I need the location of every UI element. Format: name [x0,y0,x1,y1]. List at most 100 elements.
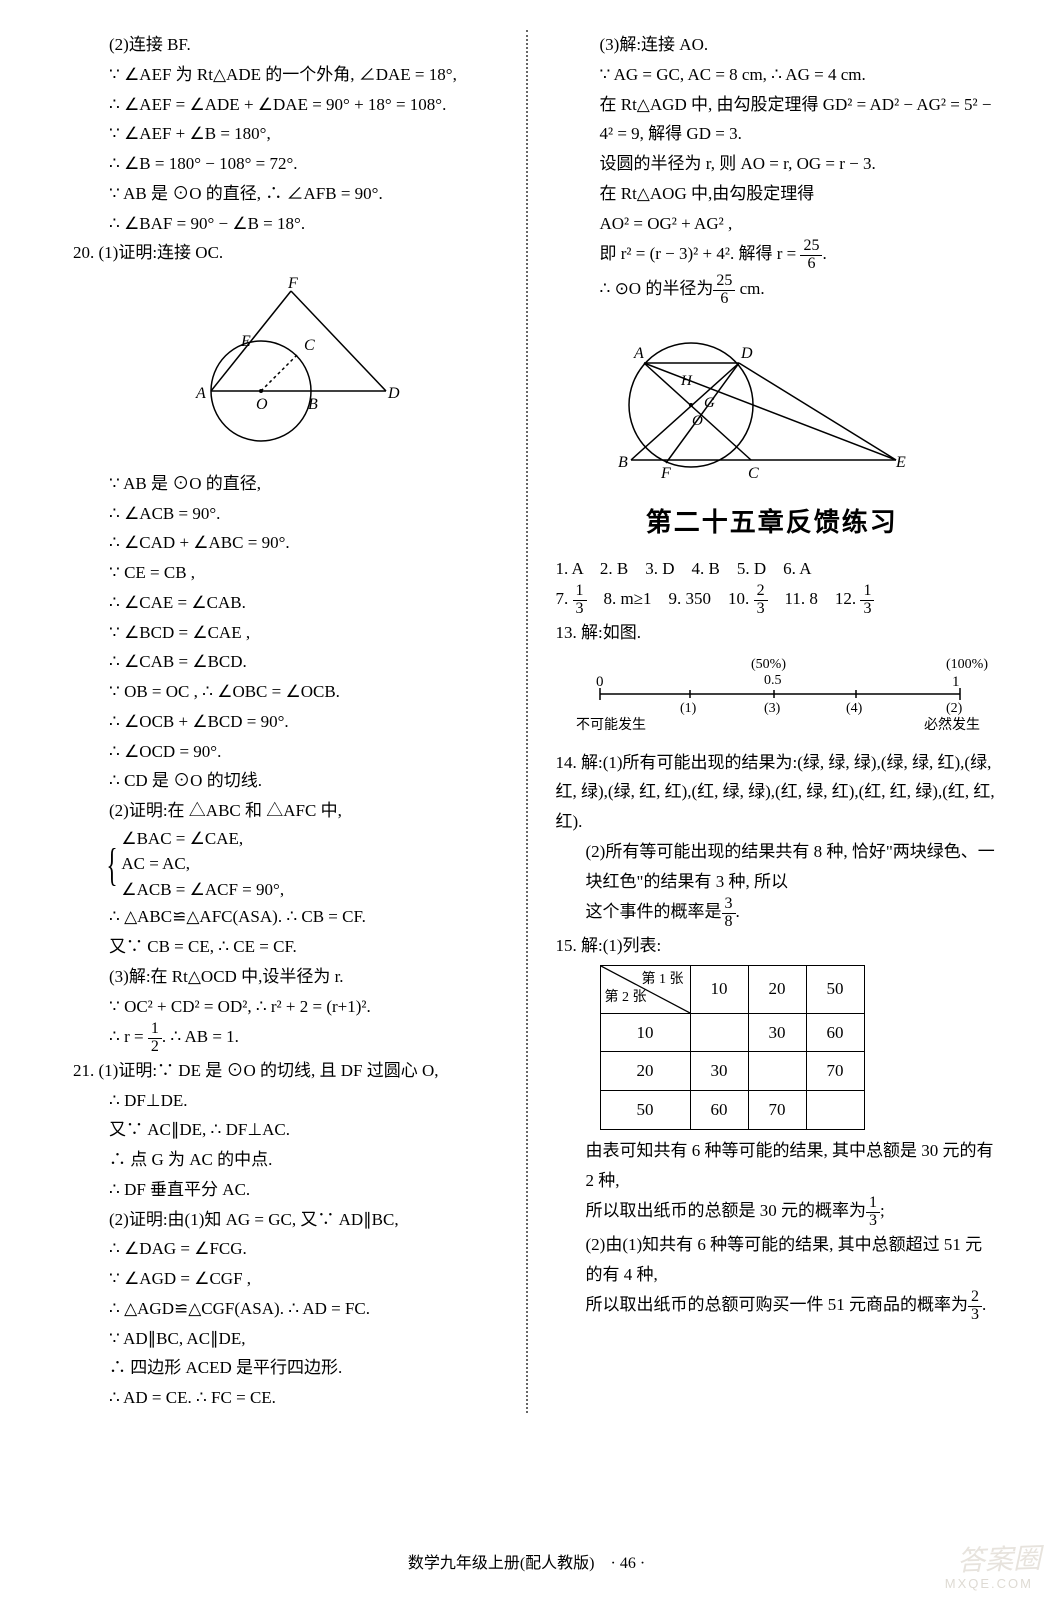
cell: 60 [690,1091,748,1130]
text-line: ∴ ∠AEF = ∠ADE + ∠DAE = 90° + 18° = 108°. [55,90,508,120]
brace-line: AC = AC, [121,851,284,877]
text-line: ∴ 四边形 ACED 是平行四边形. [55,1353,508,1383]
svg-text:F: F [660,465,671,480]
text-line: ∴ DF⊥DE. [55,1086,508,1116]
svg-text:O: O [256,396,268,413]
text-line: ∵ ∠AEF 为 Rt△ADE 的一个外角, ∠DAE = 18°, [55,60,508,90]
text-line: ∵ AB 是 ⊙O 的直径, ∴ ∠AFB = 90°. [55,179,508,209]
svg-text:(1): (1) [680,701,697,716]
svg-text:D: D [387,385,400,402]
text-line: 所以取出纸币的总额可购买一件 51 元商品的概率为23. [546,1289,999,1324]
text-line: ∴ ∠CAB = ∠BCD. [55,647,508,677]
text-line: 由表可知共有 6 种等可能的结果, 其中总额是 30 元的有 2 种, [546,1136,999,1196]
text-line: ∵ AG = GC, AC = 8 cm, ∴ AG = 4 cm. [546,60,999,90]
text-line: (3)解:连接 AO. [546,30,999,60]
row-header: 10 [600,1013,690,1052]
svg-text:C: C [304,337,315,354]
svg-text:(4): (4) [846,701,863,716]
cell: 70 [748,1091,806,1130]
problem-21: 21. (1)证明:∵ DE 是 ⊙O 的切线, 且 DF 过圆心 O, [55,1056,508,1086]
text-line: (2)连接 BF. [55,30,508,60]
text-line: ∴ r = 12. ∴ AB = 1. [55,1021,508,1056]
text-line: AO² = OG² + AG² , [546,209,999,239]
text-line: ∵ CE = CB , [55,558,508,588]
problem-14-2: (2)所有等可能出现的结果共有 8 种, 恰好"两块绿色、一块红色"的结果有 3… [546,837,999,897]
text-line: (2)证明:在 △ABC 和 △AFC 中, [55,796,508,826]
problem-14-3: 这个事件的概率是38. [546,896,999,931]
col-header: 10 [690,965,748,1013]
cell: 30 [748,1013,806,1052]
text-line: 所以取出纸币的总额是 30 元的概率为13; [546,1195,999,1230]
svg-text:(2): (2) [946,701,963,716]
answers-line-1: 1. A 2. B 3. D 4. B 5. D 6. A [546,554,999,584]
svg-text:A: A [633,345,644,362]
text-line: 又∵ AC∥DE, ∴ DF⊥AC. [55,1115,508,1145]
text-line: ∴ 点 G 为 AC 的中点. [55,1145,508,1175]
text-line: ∵ AB 是 ⊙O 的直径, [55,469,508,499]
text-line: ∴ ∠CAE = ∠CAB. [55,588,508,618]
problem-13: 13. 解:如图. [546,618,999,648]
text-line: ∴ ∠ACB = 90°. [55,499,508,529]
problem-14-1: 14. 解:(1)所有可能出现的结果为:(绿, 绿, 绿),(绿, 绿, 红),… [546,748,999,837]
text-line: ∴ ∠OCB + ∠BCD = 90°. [55,707,508,737]
two-column-layout: (2)连接 BF. ∵ ∠AEF 为 Rt△ADE 的一个外角, ∠DAE = … [55,30,998,1413]
svg-text:必然发生: 必然发生 [924,716,980,732]
text-line: (2)证明:由(1)知 AG = GC, 又∵ AD∥BC, [55,1205,508,1235]
row-header: 20 [600,1052,690,1091]
number-line-figure: (50%) 0.5 (100%) 0 1 (1) (3) (4) (2) 不可能… [576,654,999,742]
svg-text:E: E [240,333,251,350]
svg-text:O: O [692,413,703,429]
text-line: 又∵ CB = CE, ∴ CE = CF. [55,932,508,962]
svg-text:1: 1 [952,674,960,690]
col-header: 50 [806,965,864,1013]
text-line: ∴ △AGD≌△CGF(ASA). ∴ AD = FC. [55,1294,508,1324]
text-line: 设圆的半径为 r, 则 AO = r, OG = r − 3. [546,149,999,179]
text-line: ∴ △ABC≌△AFC(ASA). ∴ CB = CF. [55,902,508,932]
brace-group: { ∠BAC = ∠CAE, AC = AC, ∠ACB = ∠ACF = 90… [55,826,508,903]
text-line: ∴ ⊙O 的半径为256 cm. [546,273,999,308]
cell [690,1013,748,1052]
text-line: ∴ CD 是 ⊙O 的切线. [55,766,508,796]
figure-1: F E C A O B D [55,276,508,461]
cell: 60 [806,1013,864,1052]
text-line: ∵ OB = OC , ∴ ∠OBC = ∠OCB. [55,677,508,707]
text-line: 在 Rt△AGD 中, 由勾股定理得 GD² = AD² − AG² = 5² … [546,90,999,150]
problem-15: 15. 解:(1)列表: [546,931,999,961]
svg-text:B: B [618,454,628,471]
svg-text:D: D [740,345,753,362]
svg-text:F: F [287,276,298,292]
svg-text:不可能发生: 不可能发生 [576,717,646,732]
text-line: ∴ ∠OCD = 90°. [55,737,508,767]
svg-text:C: C [748,465,759,480]
cell: 70 [806,1052,864,1091]
text-line: ∴ DF 垂直平分 AC. [55,1175,508,1205]
right-column: (3)解:连接 AO. ∵ AG = GC, AC = 8 cm, ∴ AG =… [528,30,999,1413]
svg-text:(100%): (100%) [946,657,988,672]
svg-text:A: A [195,385,206,402]
svg-text:H: H [680,373,693,389]
row-header: 50 [600,1091,690,1130]
cell: 30 [690,1052,748,1091]
chapter-25-title: 第二十五章反馈练习 [546,500,999,546]
text-line: (3)解:在 Rt△OCD 中,设半径为 r. [55,962,508,992]
svg-text:(3): (3) [764,701,781,716]
text-line: ∴ ∠B = 180° − 108° = 72°. [55,149,508,179]
probability-table: 第 1 张 第 2 张 10 20 50 10 30 60 20 30 70 5… [600,965,865,1130]
text-line: ∵ ∠AGD = ∠CGF , [55,1264,508,1294]
brace-line: ∠BAC = ∠CAE, [121,826,284,852]
page-footer: 数学九年级上册(配人教版) · 46 · [0,1550,1053,1578]
cell [806,1091,864,1130]
svg-text:0: 0 [596,674,604,690]
text-line: ∵ OC² + CD² = OD², ∴ r² + 2 = (r+1)². [55,992,508,1022]
text-line: 即 r² = (r − 3)² + 4². 解得 r = 256. [546,238,999,273]
text-line: (2)由(1)知共有 6 种等可能的结果, 其中总额超过 51 元的有 4 种, [546,1230,999,1290]
figure-2: A D H G O B F C E [546,315,999,490]
text-line: 在 Rt△AOG 中,由勾股定理得 [546,179,999,209]
text-line: ∴ ∠BAF = 90° − ∠B = 18°. [55,209,508,239]
svg-text:E: E [895,454,906,471]
col-header: 20 [748,965,806,1013]
text-line: ∵ ∠AEF + ∠B = 180°, [55,119,508,149]
answers-line-2: 7. 13 8. m≥1 9. 350 10. 23 11. 8 12. 13 [546,583,999,618]
text-line: ∴ ∠DAG = ∠FCG. [55,1234,508,1264]
watermark-url: MXQE.COM [945,1573,1033,1596]
